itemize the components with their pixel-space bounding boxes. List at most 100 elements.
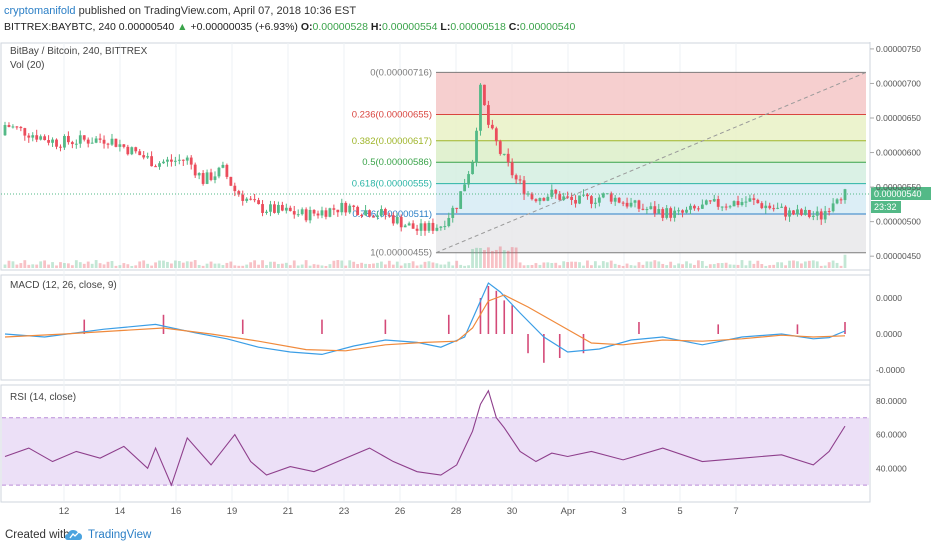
- volume-bar: [138, 261, 142, 268]
- volume-bar: [27, 264, 31, 268]
- chart-header: cryptomanifold published on TradingView.…: [0, 0, 932, 42]
- volume-bar: [130, 265, 134, 268]
- volume-bar: [209, 261, 213, 268]
- volume-bar: [241, 265, 245, 268]
- candle-body: [590, 196, 593, 204]
- volume-bar: [550, 262, 554, 268]
- candle-body: [23, 128, 27, 136]
- candle-body: [189, 157, 193, 165]
- volume-bar: [43, 260, 47, 268]
- candle-body: [815, 211, 819, 216]
- volume-bar: [784, 265, 787, 268]
- volume-bar: [649, 261, 653, 268]
- candle-body: [118, 144, 122, 147]
- candle-body: [51, 139, 54, 143]
- candle-body: [403, 225, 407, 228]
- candle-body: [681, 210, 684, 213]
- volume-bar: [269, 261, 272, 268]
- y-tick-label: 0.00000450: [876, 251, 921, 261]
- volume-bar: [823, 265, 827, 268]
- candle-body: [308, 209, 312, 221]
- candle-body: [502, 153, 506, 155]
- high-value: 0.00000554: [382, 21, 438, 33]
- main-pane-title: BitBay / Bitcoin, 240, BITTREX: [10, 46, 148, 57]
- volume-bar: [613, 263, 617, 268]
- candle-body: [269, 204, 272, 212]
- volume-bar: [736, 264, 740, 268]
- change-value: +0.00000035 (+6.93%): [190, 21, 298, 33]
- candle-body: [126, 146, 130, 155]
- last-price-label: 0.00000540: [874, 189, 922, 199]
- volume-bar: [177, 261, 181, 268]
- volume-bar: [78, 262, 82, 268]
- rsi-title: RSI (14, close): [10, 392, 76, 403]
- volume-bar: [510, 247, 514, 268]
- tradingview-cloud-icon: [65, 530, 82, 540]
- volume-bar: [59, 262, 62, 268]
- volume-bar: [304, 260, 308, 268]
- candle-body: [19, 126, 23, 129]
- candle-body: [514, 175, 518, 180]
- tradingview-link[interactable]: TradingView: [88, 529, 152, 541]
- candle-body: [677, 210, 680, 212]
- candle-body: [716, 199, 720, 207]
- candle-body: [316, 213, 320, 216]
- candle-body: [387, 215, 391, 217]
- volume-bar: [526, 265, 530, 268]
- volume-bar: [601, 261, 605, 268]
- volume-bar: [324, 265, 328, 268]
- volume-bar: [518, 262, 522, 268]
- volume-bar: [712, 264, 716, 268]
- volume-bar: [86, 261, 90, 268]
- volume-bar: [146, 263, 150, 268]
- volume-bar: [522, 265, 526, 268]
- volume-bar: [839, 265, 843, 268]
- candle-body: [114, 138, 118, 147]
- volume-bar: [593, 261, 597, 268]
- candle-body: [344, 202, 348, 213]
- candle-body: [479, 84, 482, 131]
- volume-bar: [368, 264, 371, 268]
- candle-body: [819, 211, 823, 220]
- x-tick-label: 26: [395, 506, 406, 517]
- candle-body: [744, 201, 748, 203]
- candle-body: [617, 197, 621, 203]
- candle-body: [534, 199, 538, 202]
- volume-bar: [756, 260, 760, 268]
- candle-body: [776, 207, 780, 209]
- candle-body: [447, 217, 451, 227]
- footer: Created with TradingView: [0, 522, 932, 550]
- volume-bar: [831, 260, 835, 268]
- volume-bar: [800, 263, 803, 268]
- high-label: H:: [370, 21, 383, 33]
- candle-body: [613, 197, 617, 202]
- candle-body: [86, 139, 90, 144]
- x-tick-label: 12: [59, 506, 70, 517]
- volume-bar: [752, 263, 756, 268]
- volume-bar: [320, 265, 324, 268]
- candle-body: [356, 206, 360, 215]
- rsi-y-tick-label: 60.0000: [876, 430, 907, 440]
- volume-bar: [578, 262, 581, 268]
- macd-y-tick-label: 0.0000: [876, 293, 902, 303]
- chart-canvas[interactable]: 0(0.00000716) 0.236(0.00000655) 0.382(0.00…: [0, 42, 932, 522]
- candle-body: [839, 199, 843, 201]
- candle-body: [304, 209, 308, 221]
- volume-bar: [597, 265, 601, 268]
- volume-bar: [253, 260, 257, 268]
- volume-bar: [273, 261, 276, 268]
- candle-body: [649, 206, 653, 210]
- volume-bar: [669, 261, 673, 268]
- author-link[interactable]: cryptomanifold: [4, 5, 76, 17]
- volume-bar: [352, 261, 356, 268]
- candle-body: [498, 141, 502, 154]
- candle-body: [558, 193, 562, 200]
- volume-bar: [459, 264, 463, 268]
- candle-body: [261, 204, 264, 213]
- volume-bar: [51, 262, 54, 268]
- candle-body: [665, 208, 669, 218]
- candle-body: [296, 214, 300, 216]
- volume-bar: [154, 262, 157, 268]
- volume-bar: [704, 265, 708, 268]
- candle-body: [55, 139, 58, 147]
